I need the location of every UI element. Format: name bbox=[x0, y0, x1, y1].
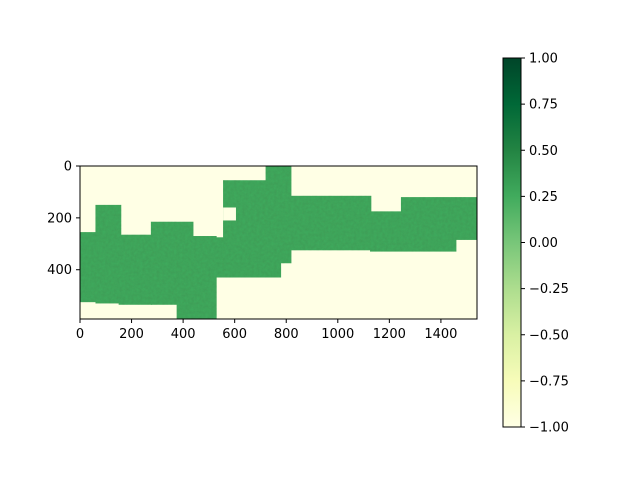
y-tick-label-2: 400 bbox=[47, 263, 72, 278]
colorbar-tick-label-0: 1.00 bbox=[529, 52, 558, 67]
colorbar-tick-label-4: 0.00 bbox=[529, 236, 558, 251]
x-tick-label-5: 1000 bbox=[321, 327, 354, 342]
x-tick-label-7: 1400 bbox=[424, 327, 457, 342]
colorbar-tick-label-8: −1.00 bbox=[529, 421, 569, 436]
x-tick-label-3: 600 bbox=[222, 327, 247, 342]
x-tick-label-0: 0 bbox=[76, 327, 84, 342]
y-tick-label-0: 0 bbox=[64, 160, 72, 175]
heatmap-tile-2 bbox=[118, 234, 153, 305]
heatmap-tile-0 bbox=[80, 232, 97, 303]
colorbar-tick-label-3: 0.25 bbox=[529, 190, 558, 205]
y-axis: 0 200 400 bbox=[47, 160, 80, 278]
x-tick-label-6: 1200 bbox=[373, 327, 406, 342]
heatmap-mosaic bbox=[80, 166, 477, 319]
heatmap-tile-8 bbox=[286, 195, 372, 251]
heatmap-gap-0 bbox=[223, 207, 236, 221]
x-tick-label-2: 400 bbox=[171, 327, 196, 342]
heatmap-tile-10 bbox=[400, 197, 477, 240]
plot-area bbox=[79, 165, 478, 320]
colorbar: 1.00 0.75 0.50 0.25 0.00 −0.25 −0.50 −0.75 −1.00 bbox=[502, 52, 569, 436]
x-tick-label-1: 200 bbox=[119, 327, 144, 342]
plot-frame bbox=[79, 165, 478, 320]
colorbar-tick-label-7: −0.75 bbox=[529, 374, 569, 389]
colorbar-tick-label-5: −0.25 bbox=[529, 282, 569, 297]
heatmap-tile-1 bbox=[95, 204, 122, 304]
x-tick-label-4: 800 bbox=[274, 327, 299, 342]
y-tick-label-1: 200 bbox=[47, 211, 72, 226]
colorbar-tick-label-6: −0.50 bbox=[529, 328, 569, 343]
colorbar-tick-label-1: 0.75 bbox=[529, 98, 558, 113]
x-axis: 0 200 400 600 800 1000 1200 1400 bbox=[76, 319, 457, 342]
colorbar-gradient bbox=[502, 57, 522, 428]
colorbar-tick-label-2: 0.50 bbox=[529, 144, 558, 159]
